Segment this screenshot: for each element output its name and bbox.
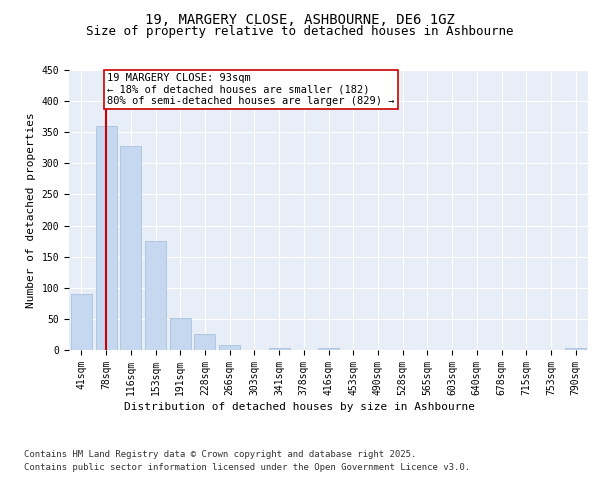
Bar <box>71 294 92 350</box>
Text: Contains public sector information licensed under the Open Government Licence v3: Contains public sector information licen… <box>24 462 470 471</box>
Bar <box>565 348 586 350</box>
Bar <box>219 345 240 350</box>
Text: Size of property relative to detached houses in Ashbourne: Size of property relative to detached ho… <box>86 25 514 38</box>
Bar <box>194 334 215 350</box>
Text: 19 MARGERY CLOSE: 93sqm
← 18% of detached houses are smaller (182)
80% of semi-d: 19 MARGERY CLOSE: 93sqm ← 18% of detache… <box>107 73 395 106</box>
Bar <box>120 146 141 350</box>
Text: Distribution of detached houses by size in Ashbourne: Distribution of detached houses by size … <box>125 402 476 412</box>
Y-axis label: Number of detached properties: Number of detached properties <box>26 112 36 308</box>
Bar <box>318 348 339 350</box>
Text: Contains HM Land Registry data © Crown copyright and database right 2025.: Contains HM Land Registry data © Crown c… <box>24 450 416 459</box>
Text: 19, MARGERY CLOSE, ASHBOURNE, DE6 1GZ: 19, MARGERY CLOSE, ASHBOURNE, DE6 1GZ <box>145 12 455 26</box>
Bar <box>269 348 290 350</box>
Bar <box>170 318 191 350</box>
Bar <box>145 241 166 350</box>
Bar <box>95 126 116 350</box>
